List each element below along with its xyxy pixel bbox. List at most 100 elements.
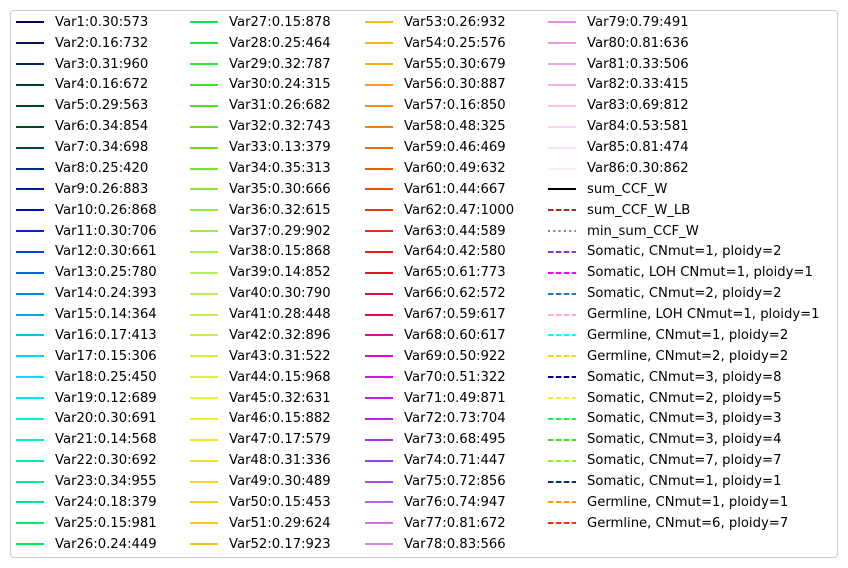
legend-label: Var10:0.26:868 (55, 202, 157, 218)
legend-label: Var84:0.53:581 (587, 119, 689, 135)
legend-entry: Var61:0.44:667 (365, 179, 506, 200)
legend-line-swatch (548, 355, 576, 358)
legend-entry: Germline, CNmut=1, ploidy=1 (548, 492, 788, 513)
legend-entry: Somatic, CNmut=2, ploidy=5 (548, 388, 782, 409)
legend-line-swatch (16, 42, 44, 45)
legend-label: Var49:0.30:489 (229, 473, 331, 489)
legend-entry: Var5:0.29:563 (16, 95, 148, 116)
legend-line-swatch (16, 251, 44, 253)
legend-entry: Var35:0.30:666 (190, 179, 331, 200)
legend-line-swatch (190, 42, 218, 45)
legend-line-swatch (365, 355, 393, 358)
legend-label: Var58:0.48:325 (404, 119, 506, 135)
legend-line-swatch (16, 438, 44, 441)
legend-entry: Var27:0.15:878 (190, 12, 331, 33)
legend-line-swatch (190, 167, 218, 170)
legend-entry: Var25:0.15:981 (16, 513, 157, 534)
legend-entry: Var86:0.30:862 (548, 158, 689, 179)
legend-label: Var66:0.62:572 (404, 286, 506, 302)
legend-line-swatch (365, 84, 393, 87)
legend-label: Var76:0.74:947 (404, 494, 506, 510)
legend-line-swatch (190, 188, 218, 191)
legend-label: Somatic, CNmut=3, ploidy=4 (587, 432, 782, 448)
legend-line-swatch (365, 271, 393, 274)
legend-label: Var59:0.46:469 (404, 140, 506, 156)
legend-entry: Var13:0.25:780 (16, 262, 157, 283)
legend-label: Var83:0.69:812 (587, 98, 689, 114)
legend-entry: Var84:0.53:581 (548, 116, 689, 137)
legend-line-swatch (190, 209, 218, 212)
legend-entry: Var54:0.25:576 (365, 33, 506, 54)
legend-line-swatch (190, 376, 218, 379)
legend-label: Var42:0.32:896 (229, 327, 331, 343)
legend-entry: Var12:0.30:661 (16, 242, 157, 263)
legend-label: Somatic, CNmut=3, ploidy=3 (587, 411, 782, 427)
legend-label: Germline, CNmut=2, ploidy=2 (587, 348, 789, 364)
legend-line-swatch (365, 480, 393, 483)
legend-label: Var32:0.32:743 (229, 119, 331, 135)
legend-entry: Var76:0.74:947 (365, 492, 506, 513)
legend-label: Var28:0.25:464 (229, 35, 331, 51)
legend-label: Var11:0.30:706 (55, 223, 157, 239)
legend-entry: Somatic, CNmut=3, ploidy=4 (548, 429, 782, 450)
legend-label: Var37:0.29:902 (229, 223, 331, 239)
legend-entry: Var36:0.32:615 (190, 200, 331, 221)
legend-entry: Var79:0.79:491 (548, 12, 689, 33)
legend-entry: Var40:0.30:790 (190, 283, 331, 304)
legend-label: Var29:0.32:787 (229, 56, 331, 72)
legend-entry: Var16:0.17:413 (16, 325, 157, 346)
legend-line-swatch (548, 271, 576, 274)
legend-entry: Var29:0.32:787 (190, 54, 331, 75)
chart-legend: Var1:0.30:573 Var2:0.16:732 Var3:0.31:960 V… (10, 10, 838, 558)
legend-entry: Var69:0.50:922 (365, 346, 506, 367)
legend-line-swatch (365, 167, 393, 170)
legend-entry: Var45:0.32:631 (190, 388, 331, 409)
legend-entry: Var43:0.31:522 (190, 346, 331, 367)
legend-entry: Var34:0.35:313 (190, 158, 331, 179)
legend-label: Var26:0.24:449 (55, 536, 157, 552)
legend-line-swatch (190, 146, 218, 149)
legend-line-swatch (365, 209, 393, 212)
legend-line-swatch (365, 21, 393, 24)
legend-label: Var34:0.35:313 (229, 160, 331, 176)
legend-line-swatch (365, 146, 393, 149)
legend-label: Var38:0.15:868 (229, 244, 331, 260)
legend-line-swatch (365, 313, 393, 316)
legend-label: Var40:0.30:790 (229, 286, 331, 302)
legend-entry: Var65:0.61:773 (365, 262, 506, 283)
legend-label: Var60:0.49:632 (404, 160, 506, 176)
legend-line-swatch (16, 21, 44, 24)
legend-line-swatch (548, 334, 576, 337)
legend-label: Var12:0.30:661 (55, 244, 157, 260)
legend-label: Var57:0.16:850 (404, 98, 506, 114)
legend-entry: Var71:0.49:871 (365, 388, 506, 409)
legend-entry: Var8:0.25:420 (16, 158, 148, 179)
legend-label: Var17:0.15:306 (55, 348, 157, 364)
legend-line-swatch (16, 397, 44, 400)
legend-label: Var46:0.15:882 (229, 411, 331, 427)
legend-label: Var56:0.30:887 (404, 77, 506, 93)
legend-entry: Var15:0.14:364 (16, 304, 157, 325)
legend-entry: Var80:0.81:636 (548, 33, 689, 54)
legend-line-swatch (548, 522, 576, 525)
legend-entry: Var48:0.31:336 (190, 450, 331, 471)
legend-line-swatch (190, 334, 218, 337)
legend-label: Var82:0.33:415 (587, 77, 689, 93)
legend-entry: Somatic, LOH CNmut=1, ploidy=1 (548, 262, 813, 283)
legend-label: Var36:0.32:615 (229, 202, 331, 218)
legend-label: Var86:0.30:862 (587, 160, 689, 176)
legend-label: Var8:0.25:420 (55, 160, 149, 176)
legend-line-swatch (548, 84, 576, 87)
legend-label: Var3:0.31:960 (55, 56, 149, 72)
legend-line-swatch (190, 230, 218, 233)
legend-label: Var55:0.30:679 (404, 56, 506, 72)
legend-label: Var1:0.30:573 (55, 14, 149, 30)
legend-entry: Germline, CNmut=6, ploidy=7 (548, 513, 788, 534)
legend-entry: Var1:0.30:573 (16, 12, 148, 33)
legend-entry: Var78:0.83:566 (365, 534, 506, 555)
legend-entry: Var42:0.32:896 (190, 325, 331, 346)
legend-label: Var35:0.30:666 (229, 181, 331, 197)
legend-entry: Var81:0.33:506 (548, 54, 689, 75)
legend-entry: Var85:0.81:474 (548, 137, 689, 158)
legend-line-swatch (548, 125, 576, 128)
